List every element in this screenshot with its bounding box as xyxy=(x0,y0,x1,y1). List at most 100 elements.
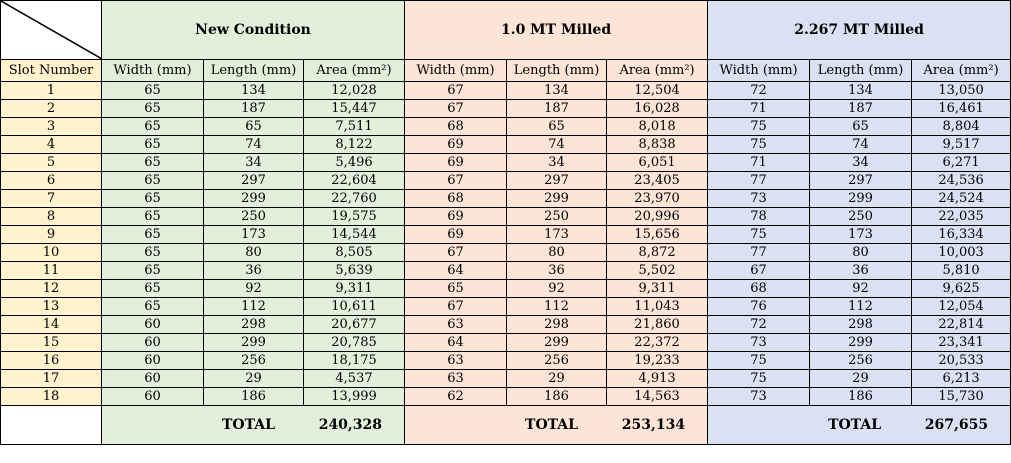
area-cell: 8,505 xyxy=(302,243,406,262)
diagonal-line xyxy=(1,1,101,59)
width-cell: 68 xyxy=(404,189,508,208)
area-cell: 23,341 xyxy=(911,333,1011,352)
slot-number-cell: 5 xyxy=(0,153,102,172)
area-cell: 6,213 xyxy=(911,369,1011,388)
area-cell: 5,502 xyxy=(606,261,709,280)
area-cell: 18,175 xyxy=(302,351,406,370)
area-cell: 10,003 xyxy=(911,243,1011,262)
length-cell: 299 xyxy=(809,189,913,208)
slot-number-cell: 2 xyxy=(0,99,102,118)
total-cell-1mt-milled: TOTAL 253,134 xyxy=(404,405,709,445)
area-cell: 11,043 xyxy=(606,297,709,316)
table-row: 18 60 186 13,999 62 186 14,563 73 186 15,730 xyxy=(0,387,1011,406)
total-cell-2267mt-milled: TOTAL 267,655 xyxy=(707,405,1011,445)
length-cell: 250 xyxy=(203,207,304,226)
length-cell: 298 xyxy=(506,315,608,334)
table-body: 1 65 134 12,028 67 134 12,504 72 134 13,050 2 65 187… xyxy=(0,81,1011,406)
area-cell: 13,999 xyxy=(302,387,406,406)
length-cell: 29 xyxy=(203,369,304,388)
width-cell: 75 xyxy=(707,135,811,154)
area-cell: 16,334 xyxy=(911,225,1011,244)
width-cell: 65 xyxy=(101,297,204,316)
length-cell: 134 xyxy=(203,81,304,100)
table-row: 15 60 299 20,785 64 299 22,372 73 299 23,341 xyxy=(0,333,1011,352)
length-cell: 186 xyxy=(506,387,608,406)
area-cell: 8,838 xyxy=(606,135,709,154)
column-header-area: Area (mm²) xyxy=(302,59,406,82)
length-cell: 112 xyxy=(809,297,913,316)
table-row: 17 60 29 4,537 63 29 4,913 75 29 6,213 xyxy=(0,369,1011,388)
area-cell: 22,760 xyxy=(302,189,406,208)
slot-number-cell: 18 xyxy=(0,387,102,406)
width-cell: 65 xyxy=(404,279,508,298)
length-cell: 74 xyxy=(203,135,304,154)
area-cell: 8,872 xyxy=(606,243,709,262)
area-cell: 12,028 xyxy=(302,81,406,100)
area-cell: 15,656 xyxy=(606,225,709,244)
length-cell: 74 xyxy=(506,135,608,154)
width-cell: 65 xyxy=(101,225,204,244)
area-cell: 4,913 xyxy=(606,369,709,388)
length-cell: 250 xyxy=(809,207,913,226)
width-cell: 72 xyxy=(707,81,811,100)
area-cell: 9,625 xyxy=(911,279,1011,298)
length-cell: 299 xyxy=(809,333,913,352)
total-value: 240,328 xyxy=(318,417,383,433)
area-cell: 5,496 xyxy=(302,153,406,172)
width-cell: 67 xyxy=(404,171,508,190)
length-cell: 112 xyxy=(506,297,608,316)
area-cell: 14,563 xyxy=(606,387,709,406)
length-cell: 112 xyxy=(203,297,304,316)
length-cell: 36 xyxy=(809,261,913,280)
table-row: 9 65 173 14,544 69 173 15,656 75 173 16,334 xyxy=(0,225,1011,244)
width-cell: 65 xyxy=(101,261,204,280)
area-cell: 4,537 xyxy=(302,369,406,388)
slot-number-cell: 15 xyxy=(0,333,102,352)
area-cell: 12,054 xyxy=(911,297,1011,316)
width-cell: 65 xyxy=(101,171,204,190)
slot-number-cell: 12 xyxy=(0,279,102,298)
length-cell: 297 xyxy=(203,171,304,190)
length-cell: 74 xyxy=(809,135,913,154)
slot-measurement-table: New Condition 1.0 MT Milled 2.267 MT Mil… xyxy=(0,0,1011,445)
width-cell: 63 xyxy=(404,369,508,388)
width-cell: 68 xyxy=(707,279,811,298)
width-cell: 77 xyxy=(707,243,811,262)
area-cell: 15,730 xyxy=(911,387,1011,406)
table-row: 1 65 134 12,028 67 134 12,504 72 134 13,050 xyxy=(0,81,1011,100)
width-cell: 64 xyxy=(404,261,508,280)
slot-number-cell: 17 xyxy=(0,369,102,388)
width-cell: 60 xyxy=(101,387,204,406)
area-cell: 23,405 xyxy=(606,171,709,190)
column-header-width: Width (mm) xyxy=(404,59,508,82)
table-row: 16 60 256 18,175 63 256 19,233 75 256 20,533 xyxy=(0,351,1011,370)
length-cell: 250 xyxy=(506,207,608,226)
table-row: 10 65 80 8,505 67 80 8,872 77 80 10,003 xyxy=(0,243,1011,262)
corner-cell xyxy=(0,0,102,60)
length-cell: 92 xyxy=(203,279,304,298)
width-cell: 71 xyxy=(707,99,811,118)
area-cell: 9,517 xyxy=(911,135,1011,154)
length-cell: 29 xyxy=(809,369,913,388)
width-cell: 65 xyxy=(101,135,204,154)
slot-number-cell: 13 xyxy=(0,297,102,316)
length-cell: 256 xyxy=(809,351,913,370)
length-cell: 134 xyxy=(809,81,913,100)
slot-number-cell: 3 xyxy=(0,117,102,136)
width-cell: 71 xyxy=(707,153,811,172)
length-cell: 34 xyxy=(809,153,913,172)
group-header-1mt-milled: 1.0 MT Milled xyxy=(404,0,709,60)
length-cell: 173 xyxy=(203,225,304,244)
width-cell: 67 xyxy=(404,81,508,100)
width-cell: 67 xyxy=(404,297,508,316)
area-cell: 5,639 xyxy=(302,261,406,280)
area-cell: 16,028 xyxy=(606,99,709,118)
length-cell: 256 xyxy=(203,351,304,370)
area-cell: 16,461 xyxy=(911,99,1011,118)
area-cell: 13,050 xyxy=(911,81,1011,100)
length-cell: 186 xyxy=(809,387,913,406)
length-cell: 186 xyxy=(203,387,304,406)
table-row: 13 65 112 10,611 67 112 11,043 76 112 12,054 xyxy=(0,297,1011,316)
width-cell: 63 xyxy=(404,315,508,334)
column-header-slot: Slot Number xyxy=(0,59,102,82)
